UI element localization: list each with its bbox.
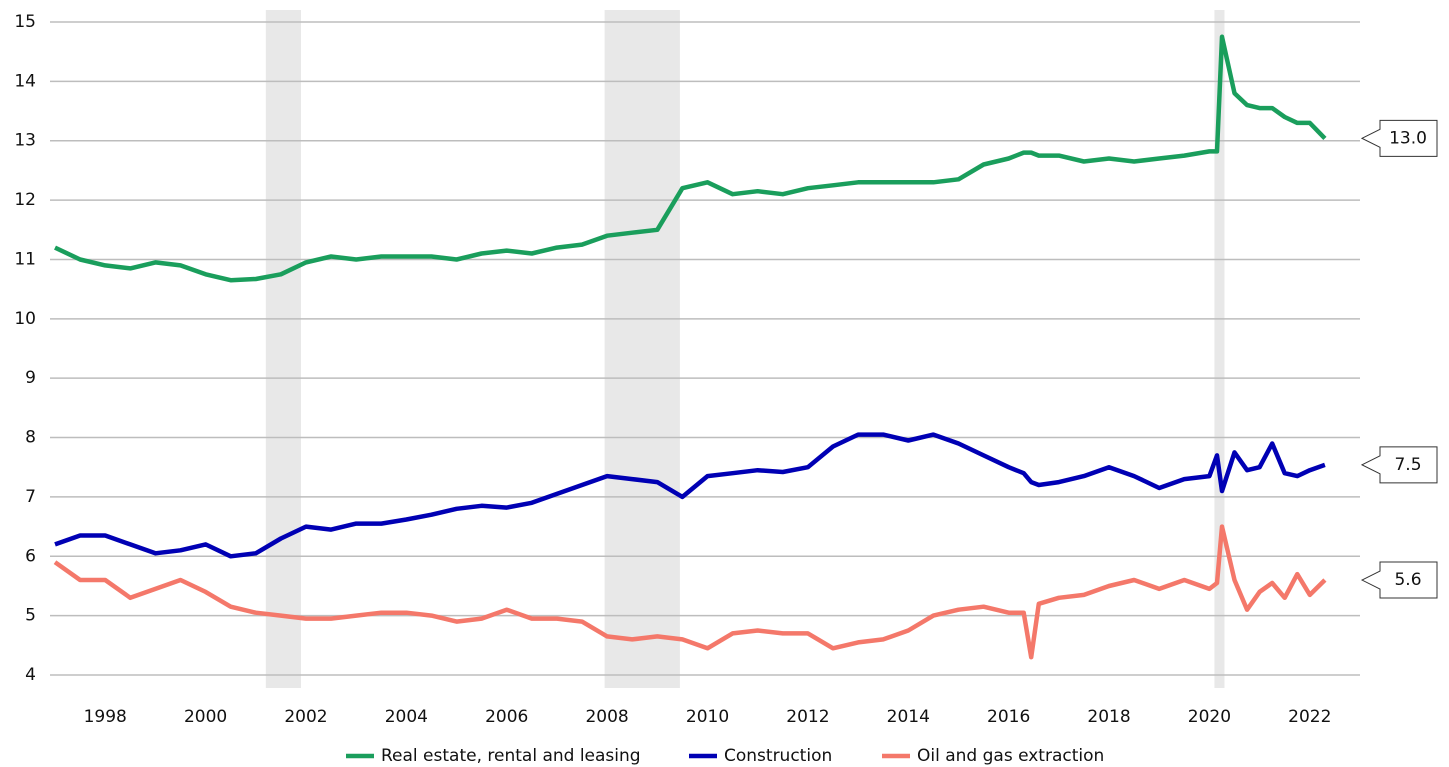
x-tick-label: 2018	[1087, 707, 1130, 727]
x-tick-label: 2022	[1288, 707, 1331, 727]
y-tick-label: 11	[14, 249, 36, 269]
x-tick-label: 2008	[585, 707, 628, 727]
end-label: 5.6	[1394, 570, 1421, 590]
y-tick-label: 14	[14, 71, 36, 91]
x-tick-label: 2006	[485, 707, 528, 727]
x-tick-label: 2002	[284, 707, 327, 727]
y-tick-label: 4	[25, 665, 36, 685]
recession-band	[604, 10, 680, 688]
end-label-box	[1360, 446, 1438, 484]
x-tick-label: 2010	[686, 707, 729, 727]
y-tick-label: 10	[14, 309, 36, 329]
end-label: 7.5	[1394, 455, 1421, 475]
end-label-box	[1360, 561, 1438, 599]
series-line	[54, 432, 1326, 559]
recession-band	[265, 10, 301, 688]
legend-label: Real estate, rental and leasing	[381, 746, 641, 766]
x-tick-label: 2014	[887, 707, 930, 727]
y-tick-label: 12	[14, 190, 36, 210]
end-label-box	[1360, 119, 1438, 157]
y-tick-label: 13	[14, 131, 36, 151]
y-tick-label: 9	[25, 368, 36, 388]
y-tick-label: 8	[25, 428, 36, 448]
end-label: 13.0	[1389, 128, 1427, 148]
x-tick-label: 2020	[1188, 707, 1231, 727]
x-tick-label: 2000	[184, 707, 227, 727]
legend-label: Construction	[724, 746, 832, 766]
x-tick-label: 2012	[786, 707, 829, 727]
recession-band	[1214, 10, 1225, 688]
series-line	[54, 34, 1327, 283]
x-tick-label: 2004	[385, 707, 428, 727]
y-tick-label: 7	[25, 487, 36, 507]
y-tick-label: 5	[25, 606, 36, 626]
legend-label: Oil and gas extraction	[917, 746, 1104, 766]
x-tick-label: 2016	[987, 707, 1030, 727]
x-tick-label: 1998	[84, 707, 127, 727]
y-tick-label: 6	[25, 546, 36, 566]
series-line	[53, 524, 1327, 660]
y-tick-label: 15	[14, 12, 36, 32]
